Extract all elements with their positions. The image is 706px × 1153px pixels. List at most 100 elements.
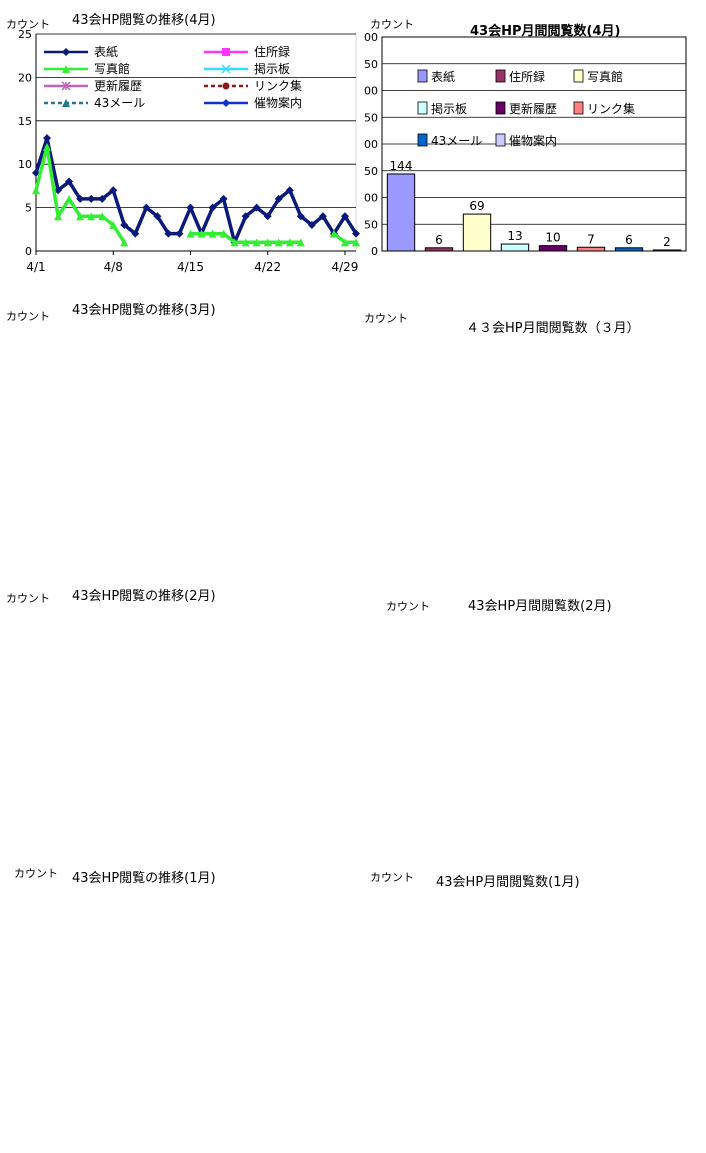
bar-chart-march: カウント ４３会HP月間閲覧数（３月） 0 50 100 150 200 250 300 35… <box>364 34 706 582</box>
legend-item: 更新履歴 <box>495 101 557 116</box>
legend-swatch <box>417 101 428 115</box>
data-point <box>32 186 40 195</box>
legend-label: 住所録 <box>509 69 545 84</box>
legend-swatch <box>573 69 584 83</box>
data-point <box>252 203 261 212</box>
bar <box>424 247 454 252</box>
y-tick-label: 20 <box>18 71 32 84</box>
ylabel: カウント <box>364 312 408 325</box>
data-label: 69 <box>469 199 484 213</box>
data-point <box>219 194 228 203</box>
legend-label: リンク集 <box>254 78 302 93</box>
legend-marker <box>62 99 70 107</box>
legend-label: 更新履歴 <box>509 101 557 116</box>
data-point <box>208 229 217 238</box>
ylabel: カウント <box>370 871 414 884</box>
legend-item: 43メール <box>417 133 482 148</box>
legend-label: 写真館 <box>94 61 130 76</box>
x-tick-label: 4/1 <box>26 260 45 274</box>
legend-label: 43メール <box>431 134 482 148</box>
y-tick-label: 150 <box>364 165 378 178</box>
chart-title: 43会HP月間閲覧数(2月) <box>468 599 612 614</box>
data-point <box>120 238 129 247</box>
data-label: 7 <box>587 232 595 246</box>
bar <box>576 246 606 252</box>
x-tick-label: 4/29 <box>331 260 358 274</box>
series-line <box>34 145 356 245</box>
data-point <box>241 238 250 247</box>
bar <box>500 243 530 252</box>
line-chart-february: カウント 43会HP閲覧の推移(2月) 05101520252/12/62/11… <box>0 19 364 859</box>
series-表紙 <box>32 134 360 247</box>
data-point <box>274 194 283 203</box>
legend-item: リンク集 <box>204 78 302 93</box>
legend-item: 写真館 <box>573 69 623 84</box>
y-tick-label: 25 <box>18 28 32 41</box>
y-tick-label: 250 <box>364 111 378 124</box>
legend-swatch <box>573 101 584 115</box>
chart-title: 43会HP月間閲覧数(4月) <box>470 24 621 39</box>
legend-label: 表紙 <box>431 69 455 84</box>
chart-svg: 05010015020025030035040012874116321226表紙… <box>375 27 699 251</box>
legend-item: 写真館 <box>44 61 130 76</box>
data-point <box>76 194 85 203</box>
data-point <box>142 203 151 212</box>
chart-svg: 0 50 100 150 200 250 300 350 400 144 6 69 13 10 7 6 2 表紙 住… <box>357 31 687 258</box>
data-point <box>54 212 63 221</box>
bar <box>614 247 644 252</box>
legend-item: 催物案内 <box>204 95 302 110</box>
legend-marker <box>61 81 71 91</box>
chart-title: 43会HP月間閲覧数(1月) <box>436 875 580 890</box>
legend-marker <box>222 99 230 107</box>
legend-label: リンク集 <box>587 101 635 116</box>
data-point <box>109 220 118 229</box>
line-chart-march: カウント 43会HP閲覧の推移(3月) 05101520253/13/83/15… <box>0 26 364 582</box>
chart-svg: 05101520251/11/61/111/161/211/261/31表紙住所… <box>18 28 369 271</box>
y-tick-label: 400 <box>364 31 378 44</box>
data-point <box>296 238 305 247</box>
ylabel: カウント <box>6 18 50 31</box>
ylabel: カウント <box>370 18 414 31</box>
y-tick-label: 200 <box>364 138 378 151</box>
data-point <box>109 186 118 195</box>
data-point <box>186 229 195 238</box>
legend-label: 表紙 <box>94 44 118 59</box>
data-point <box>263 238 272 247</box>
data-point <box>263 212 272 221</box>
data-point <box>153 212 162 221</box>
legend-label: 掲示板 <box>431 101 467 116</box>
legend-item: 更新履歴 <box>44 78 142 93</box>
series-写真館 <box>32 142 360 247</box>
legend-item: 表紙 <box>44 44 118 59</box>
y-tick-label: 350 <box>364 58 378 71</box>
data-point <box>352 238 360 247</box>
data-point <box>318 212 327 221</box>
bar <box>652 249 682 252</box>
legend-swatch <box>417 69 428 83</box>
y-tick-label: 10 <box>18 158 32 171</box>
chart-title: 43会HP閲覧の推移(1月) <box>72 871 216 886</box>
data-point <box>65 194 74 203</box>
data-point <box>252 238 261 247</box>
data-point <box>296 212 305 221</box>
data-point <box>285 186 294 195</box>
legend-label: 掲示板 <box>254 61 290 76</box>
data-point <box>274 238 283 247</box>
data-point <box>186 203 195 212</box>
bar <box>386 173 416 252</box>
y-tick-label: 5 <box>25 202 32 215</box>
chart-svg: 05101520252/12/62/112/162/212/26表紙住所録写真館… <box>18 19 360 265</box>
legend-marker <box>222 48 230 56</box>
y-tick-label: 0 <box>371 245 378 258</box>
y-tick-label: 300 <box>364 85 378 98</box>
chart-title: 43会HP閲覧の推移(3月) <box>72 303 216 318</box>
legend-item: 掲示板 <box>417 101 467 116</box>
data-point <box>164 229 173 238</box>
data-label: 6 <box>625 233 633 247</box>
ylabel: カウント <box>386 600 430 613</box>
legend-label: 住所録 <box>254 44 290 59</box>
data-point <box>87 212 96 221</box>
data-point <box>54 186 63 195</box>
data-label: 2 <box>663 235 671 249</box>
data-label: 13 <box>507 229 522 243</box>
